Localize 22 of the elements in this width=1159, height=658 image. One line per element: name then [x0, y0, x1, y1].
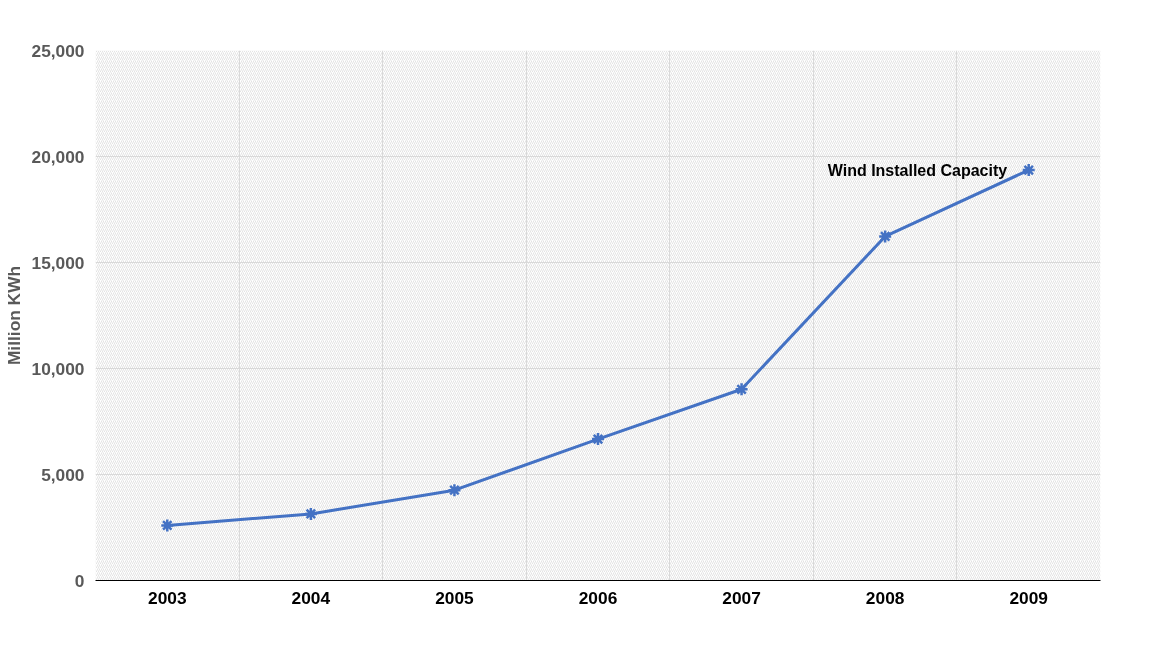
- point: [877, 229, 893, 244]
- point: [590, 431, 606, 447]
- x-tick-label: 2005: [435, 587, 475, 608]
- x-tick-label: 2006: [578, 587, 618, 608]
- y-axis-title: Million KWh: [3, 265, 24, 366]
- point: [303, 506, 319, 522]
- y-tick-label: 10,000: [31, 358, 85, 379]
- x-tick-label: 2009: [1009, 587, 1048, 608]
- y-tick-label: 20,000: [31, 146, 85, 167]
- x-tick-label: 2008: [865, 587, 905, 608]
- y-tick-label: 15,000: [31, 252, 85, 273]
- y-tick-label: 0: [74, 570, 85, 591]
- point: [160, 518, 175, 533]
- y-tick-label: 5,000: [41, 464, 85, 485]
- point: [1021, 162, 1036, 178]
- y-tick-label: 25,000: [31, 40, 85, 61]
- point: [734, 382, 749, 397]
- x-tick-label: 2003: [148, 587, 187, 608]
- point: [447, 482, 462, 498]
- series-label: Wind Installed Capacity: [827, 161, 1008, 179]
- x-tick-label: 2007: [722, 587, 761, 608]
- x-tick-label: 2004: [291, 587, 331, 608]
